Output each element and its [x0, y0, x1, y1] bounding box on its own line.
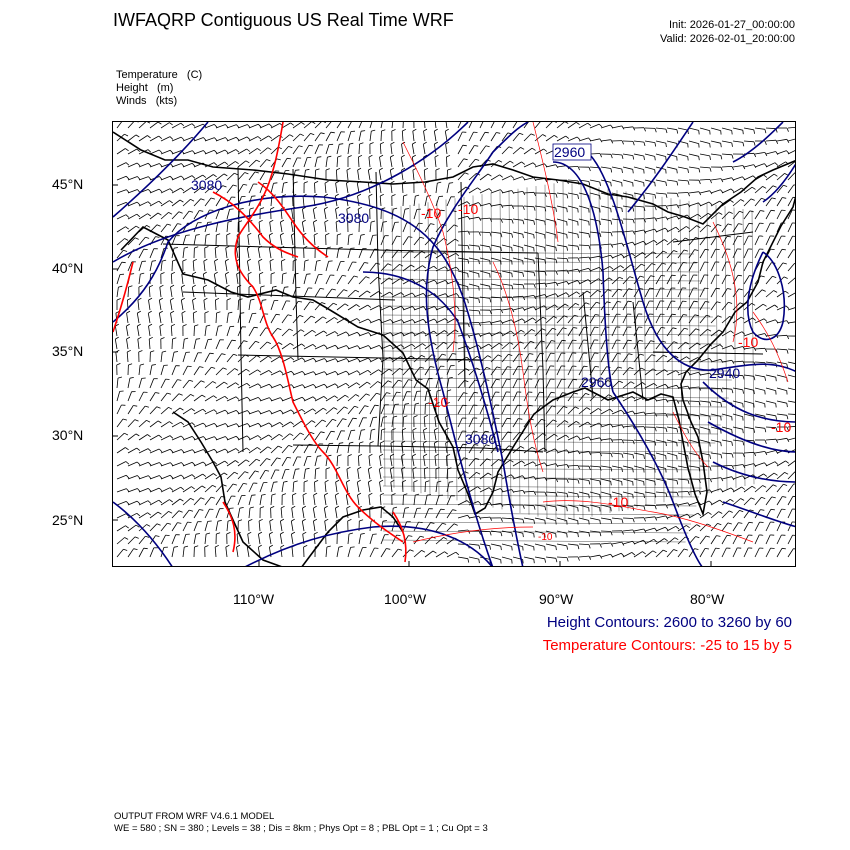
init-time: Init: 2026-01-27_00:00:00: [669, 19, 795, 31]
lon-label-110w: 110°W: [233, 591, 275, 607]
variable-height: Height (m): [116, 82, 174, 94]
temp-label: -10: [608, 494, 628, 510]
valid-time: Valid: 2026-02-01_20:00:00: [660, 33, 795, 45]
height-label: 3080: [338, 210, 369, 226]
height-contours: [113, 122, 795, 566]
temp-label: -10: [771, 419, 791, 435]
model-info-line1: OUTPUT FROM WRF V4.6.1 MODEL: [114, 811, 275, 822]
height-label: 2940: [709, 365, 740, 381]
wind-barbs: [114, 122, 795, 564]
temp-label: -10: [428, 394, 448, 410]
lat-label-40: 40°N: [52, 260, 84, 276]
height-contour-legend: Height Contours: 2600 to 3260 by 60: [546, 614, 792, 631]
model-info-line2: WE = 580 ; SN = 380 ; Levels = 38 ; Dis …: [114, 823, 488, 834]
temperature-contours: [113, 122, 407, 563]
variable-temperature: Temperature (C): [116, 69, 203, 81]
temp-label: -10: [421, 205, 441, 221]
temp-label: -10: [538, 532, 553, 543]
lon-label-90w: 90°W: [539, 591, 574, 607]
page-title: IWFAQRP Contiguous US Real Time WRF: [113, 10, 454, 30]
temp-label: -10: [458, 201, 478, 217]
height-label: 3080: [191, 177, 222, 193]
lat-label-25: 25°N: [52, 512, 84, 528]
height-label: 2960: [581, 374, 612, 390]
lon-label-80w: 80°W: [690, 591, 725, 607]
lat-label-30: 30°N: [52, 427, 84, 443]
state-boundaries: [162, 166, 764, 453]
height-label: 2960: [554, 144, 585, 160]
temperature-thin-contours: [402, 122, 789, 543]
lat-label-45: 45°N: [52, 176, 84, 192]
variable-winds: Winds (kts): [116, 95, 178, 107]
height-label: 3080: [465, 431, 496, 447]
lat-label-35: 35°N: [52, 343, 84, 359]
temperature-contour-legend: Temperature Contours: -25 to 15 by 5: [542, 637, 792, 654]
weather-map: 2960 3080 3080 2960 3080 2940 -10 -10 -1…: [112, 121, 796, 567]
temp-label: -10: [738, 334, 758, 350]
lon-label-100w: 100°W: [384, 591, 427, 607]
